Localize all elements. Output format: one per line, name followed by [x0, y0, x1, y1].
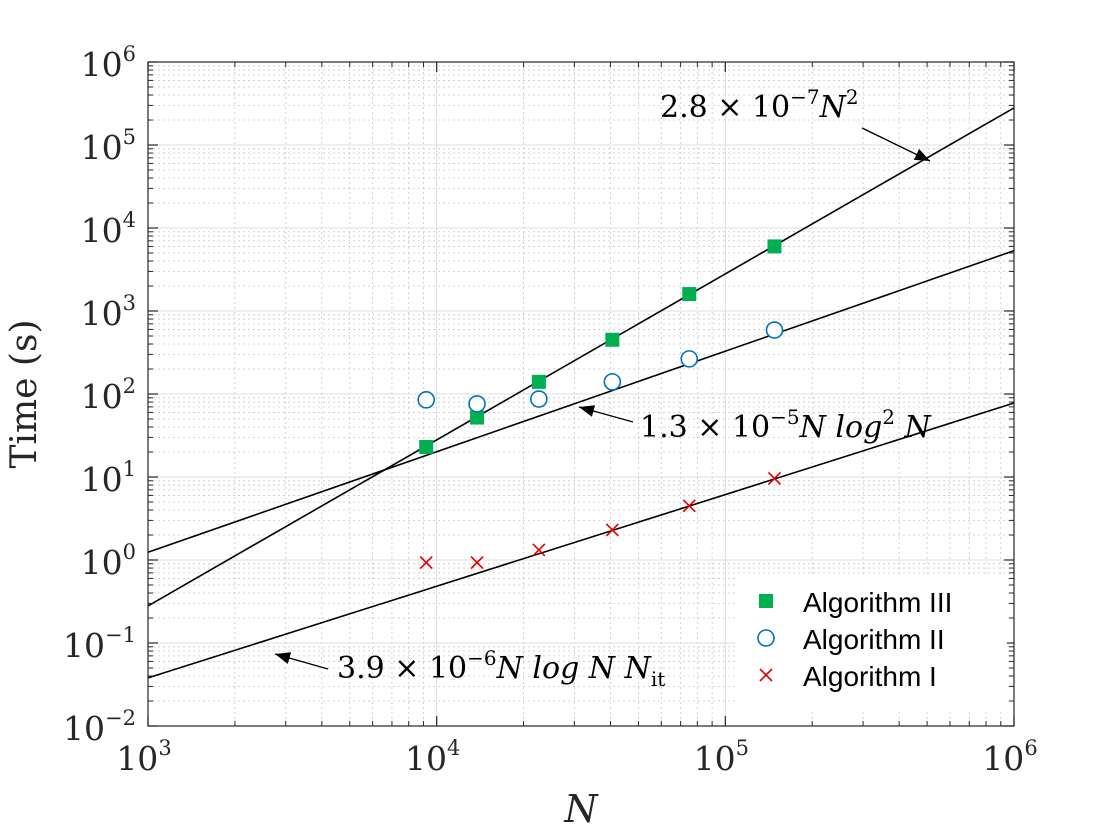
y-tick-label: 101	[81, 457, 136, 499]
legend-label-2: Algorithm I	[803, 661, 937, 692]
y-tick-label: 105	[81, 125, 136, 167]
y-tick-label: 106	[81, 42, 136, 84]
y-axis-label: Time (s)	[4, 320, 45, 469]
y-tick-label: 10−2	[63, 706, 136, 748]
annotation-nlognnit: 3.9 × 10−6N log N Nit	[337, 646, 665, 691]
x-tick-label: 104	[405, 736, 460, 778]
x-axis-label: N	[563, 787, 599, 831]
legend-label-0: Algorithm III	[803, 587, 952, 618]
data-point-series-1	[765, 321, 784, 339]
annotation-arrow-head-n2	[913, 149, 930, 161]
x-tick-label: 103	[116, 736, 171, 778]
y-tick-labels: 10−2 10−1 100 101 102 103 104 105 106	[63, 42, 136, 748]
annotation-n2: 2.8 × 10−7N2	[660, 85, 859, 125]
data-point-series-2	[767, 471, 782, 486]
annotation-arrow-head-nlognnit	[275, 652, 292, 664]
y-tick-label: 103	[81, 291, 136, 333]
x-tick-label: 106	[982, 736, 1037, 778]
y-tick-label: 100	[81, 540, 136, 582]
markers	[417, 239, 784, 570]
data-point-series-0	[419, 439, 434, 454]
data-point-series-2	[419, 556, 433, 570]
data-point-series-0	[767, 239, 782, 254]
legend-items: Algorithm III Algorithm II Algorithm I	[757, 587, 952, 692]
fit-lines	[147, 107, 1015, 679]
legend-box	[735, 574, 1007, 710]
data-point-series-1	[468, 395, 486, 413]
legend-marker-1	[757, 629, 775, 647]
legend: Algorithm III Algorithm II Algorithm I	[735, 574, 1007, 710]
data-point-series-0	[605, 332, 620, 347]
x-tick-labels: 103 104 105 106	[116, 736, 1037, 778]
data-point-series-1	[680, 350, 699, 368]
axis-ticks	[147, 61, 1015, 727]
data-point-series-0	[531, 374, 546, 389]
data-point-series-0	[682, 287, 697, 302]
y-tick-label: 104	[81, 208, 136, 250]
fit-line-n2	[147, 107, 1015, 607]
data-point-series-1	[603, 373, 622, 391]
data-point-series-2	[682, 499, 696, 513]
data-point-series-2	[470, 556, 484, 570]
fit-line-nlog2n	[147, 249, 1015, 554]
annotation-arrow-head-nlog2n	[579, 405, 596, 417]
legend-label-1: Algorithm II	[803, 624, 945, 655]
y-tick-label: 102	[81, 374, 136, 416]
legend-marker-0	[759, 594, 773, 608]
annotations: 2.8 × 10−7N2 1.3 × 10−5N log2 N 3.9 × 10−6…	[274, 85, 933, 691]
legend-marker-2	[759, 668, 773, 682]
y-tick-label: 10−1	[63, 623, 136, 665]
annotation-nlog2n: 1.3 × 10−5N log2 N	[640, 405, 933, 445]
data-point-series-2	[532, 543, 546, 557]
data-point-series-1	[530, 390, 548, 408]
data-point-series-2	[605, 523, 619, 537]
data-point-series-0	[470, 410, 485, 425]
fit-line-nlognnit	[147, 402, 1015, 679]
data-point-series-1	[417, 391, 436, 409]
x-tick-label: 105	[694, 736, 749, 778]
